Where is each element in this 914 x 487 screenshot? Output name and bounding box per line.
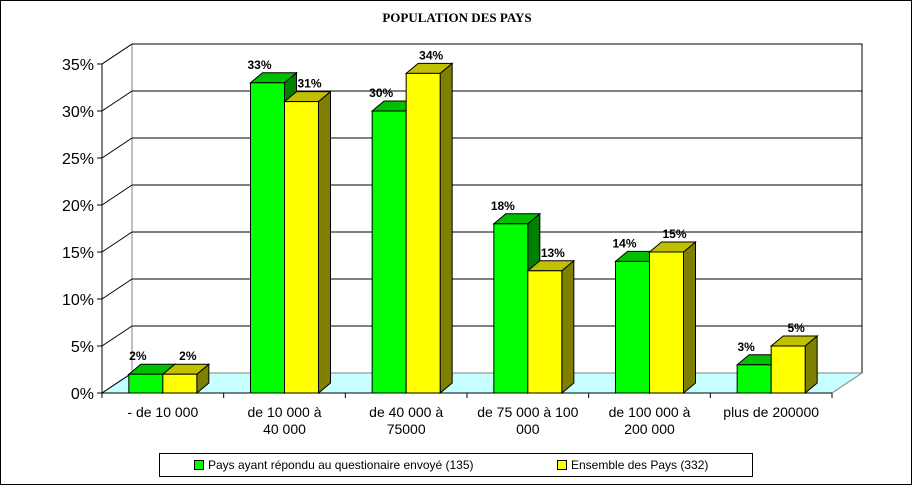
x-tick-label: de 10 000 à 40 000 xyxy=(248,404,322,437)
y-tick-label: 25% xyxy=(62,151,94,168)
bar-front xyxy=(527,270,563,394)
data-label: 2% xyxy=(179,349,197,363)
bar-front xyxy=(284,101,319,394)
y-tick-label: 30% xyxy=(62,104,94,121)
gridline-depth xyxy=(101,372,133,394)
side-wall xyxy=(101,43,133,394)
data-label: 18% xyxy=(491,199,515,213)
bar-front xyxy=(615,260,650,394)
bar-front xyxy=(770,345,806,394)
bar-front xyxy=(493,223,529,394)
bar-ensemble xyxy=(404,62,454,395)
data-label: 13% xyxy=(541,246,565,260)
y-tick-label: 15% xyxy=(62,245,94,262)
bar-front xyxy=(128,373,164,394)
gridline-depth xyxy=(101,278,133,300)
bar-side xyxy=(561,259,575,395)
legend-item-series-1: Pays ayant répondu au questionaire envoy… xyxy=(194,458,474,472)
x-tick-label: - de 10 000 xyxy=(127,404,198,420)
legend-swatch-green xyxy=(194,460,204,470)
x-tick-label: plus de 200000 xyxy=(723,404,819,420)
y-axis-ticks: 0% 5% 10% 15% 20% 25% 30% 35% xyxy=(62,57,102,403)
bar-side xyxy=(683,240,696,395)
gridline-depth xyxy=(101,137,133,159)
legend-label-series-1: Pays ayant répondu au questionaire envoy… xyxy=(208,458,474,472)
y-tick-label: 0% xyxy=(71,386,94,403)
bar-front xyxy=(250,82,285,394)
data-label: 31% xyxy=(297,77,321,91)
data-label: 33% xyxy=(247,58,271,72)
chart-title: POPULATION DES PAYS xyxy=(382,10,532,25)
y-tick-label: 5% xyxy=(71,339,94,356)
legend-item-series-2: Ensemble des Pays (332) xyxy=(557,458,708,472)
bar-front xyxy=(405,72,441,394)
gridline-depth xyxy=(101,325,133,347)
bars: 2% 2% 33% 31% 30% 34% 18% 13% 14% 15% 3% 5% xyxy=(127,48,819,395)
bar-side xyxy=(439,62,453,395)
bar-front xyxy=(162,373,198,394)
bar-ensemble xyxy=(161,363,211,395)
x-tick-label: de 40 000 à 75000 xyxy=(369,404,443,437)
bar-ensemble xyxy=(526,259,576,395)
bar-ensemble xyxy=(283,90,332,395)
bar-ensemble xyxy=(648,240,697,395)
gridline-depth xyxy=(101,90,133,112)
legend-label-series-2: Ensemble des Pays (332) xyxy=(571,458,709,472)
data-label: 14% xyxy=(612,236,636,250)
gridline-depth xyxy=(101,184,133,206)
data-label: 3% xyxy=(737,340,755,354)
y-tick-label: 10% xyxy=(62,292,94,309)
bar-side xyxy=(318,90,331,395)
data-label: 34% xyxy=(419,48,443,62)
x-tick-label: de 100 000 à 200 000 xyxy=(609,404,691,437)
data-label: 30% xyxy=(369,86,393,100)
data-label: 15% xyxy=(662,227,686,241)
y-tick-label: 20% xyxy=(62,198,94,215)
data-label: 2% xyxy=(129,349,147,363)
chart-legend: Pays ayant répondu au questionaire envoy… xyxy=(159,453,753,477)
bar-front xyxy=(736,364,772,394)
gridline-depth xyxy=(101,43,133,65)
bar-front xyxy=(649,251,684,394)
y-tick-label: 35% xyxy=(62,57,94,74)
data-label: 5% xyxy=(787,321,805,335)
bar-front xyxy=(371,110,407,394)
bar-ensemble xyxy=(769,334,819,395)
gridline-depth xyxy=(101,231,133,253)
x-tick-label: de 75 000 à 100 000 xyxy=(477,404,578,437)
legend-swatch-yellow xyxy=(557,460,567,470)
